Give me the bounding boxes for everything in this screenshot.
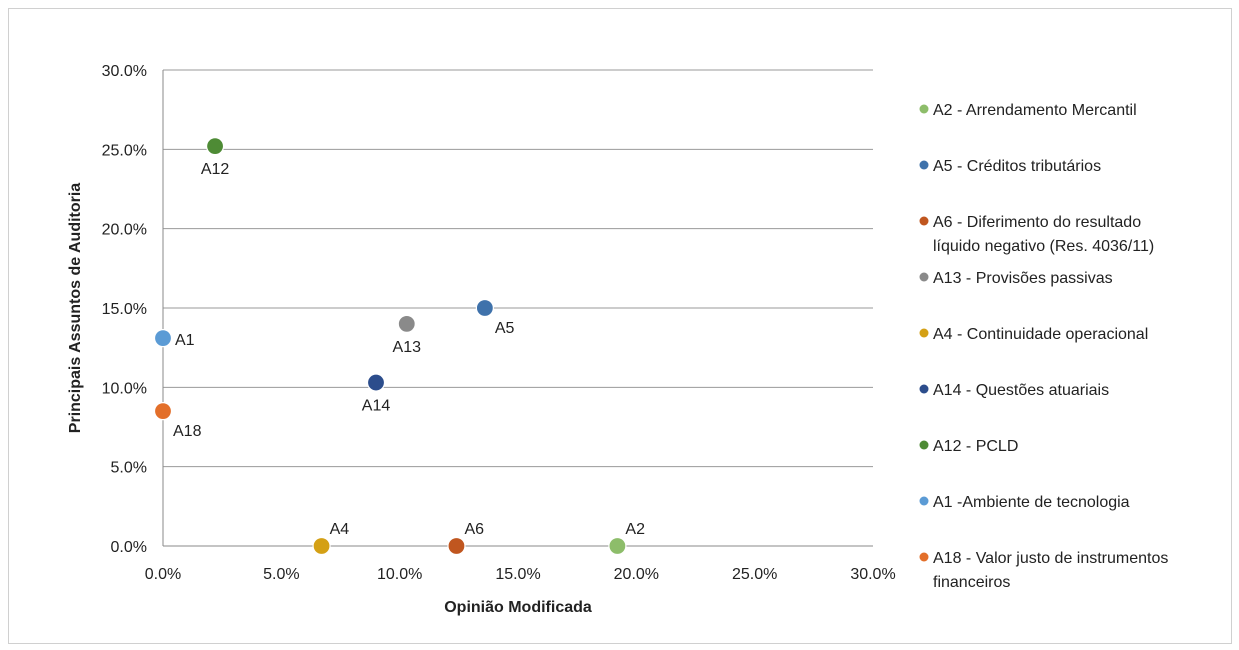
legend-item-a14: A14 - Questões atuariais bbox=[919, 382, 1109, 399]
y-tick-label: 30.0% bbox=[102, 63, 147, 80]
legend-marker bbox=[919, 440, 929, 450]
legend-item-a13: A13 - Provisões passivas bbox=[919, 270, 1113, 287]
y-tick-label: 10.0% bbox=[102, 380, 147, 397]
x-tick-label: 25.0% bbox=[732, 566, 777, 583]
data-label-a4: A4 bbox=[330, 521, 350, 538]
legend: A2 - Arrendamento Mercantil A5 - Créditos… bbox=[919, 102, 1168, 591]
legend-marker bbox=[919, 272, 929, 282]
legend-item-a6: A6 - Diferimento do resultado líquido neg… bbox=[919, 214, 1154, 255]
x-tick-label: 15.0% bbox=[495, 566, 540, 583]
y-tick-label: 0.0% bbox=[111, 539, 147, 556]
data-label-a14: A14 bbox=[362, 398, 391, 415]
legend-marker bbox=[919, 160, 929, 170]
data-label-a12: A12 bbox=[201, 161, 230, 178]
legend-marker bbox=[919, 216, 929, 226]
data-label-a2: A2 bbox=[625, 521, 645, 538]
legend-label: A6 - Diferimento do resultado bbox=[933, 214, 1141, 231]
legend-marker bbox=[919, 384, 929, 394]
x-tick-label: 30.0% bbox=[850, 566, 895, 583]
legend-label: A1 -Ambiente de tecnologia bbox=[933, 494, 1130, 511]
data-label-a5: A5 bbox=[495, 320, 515, 337]
data-point-a6 bbox=[447, 536, 466, 556]
legend-item-a2: A2 - Arrendamento Mercantil bbox=[919, 102, 1137, 119]
data-point-a2 bbox=[608, 536, 627, 556]
legend-item-a5: A5 - Créditos tributários bbox=[919, 158, 1101, 175]
data-point-a13 bbox=[397, 314, 416, 333]
legend-label: líquido negativo (Res. 4036/11) bbox=[933, 238, 1154, 255]
legend-item-a12: A12 - PCLD bbox=[919, 438, 1018, 455]
axes bbox=[162, 70, 873, 547]
data-point-a12 bbox=[205, 137, 225, 156]
legend-label: A18 - Valor justo de instrumentos bbox=[933, 550, 1168, 567]
x-tick-label: 0.0% bbox=[145, 566, 181, 583]
data-point-a1 bbox=[153, 329, 173, 348]
data-point-a18 bbox=[153, 402, 173, 421]
data-points: A2 A5 A6 A13 A4 A14 A12 A1 A18 bbox=[153, 137, 645, 556]
legend-item-a1: A1 -Ambiente de tecnologia bbox=[919, 494, 1130, 511]
data-point-a14 bbox=[366, 373, 386, 392]
y-tick-label: 25.0% bbox=[102, 142, 147, 159]
legend-label: financeiros bbox=[933, 574, 1010, 591]
legend-label: A13 - Provisões passivas bbox=[933, 270, 1113, 287]
x-tick-label: 20.0% bbox=[614, 566, 659, 583]
y-tick-label: 5.0% bbox=[111, 460, 147, 477]
x-tick-label: 10.0% bbox=[377, 566, 422, 583]
x-axis-title: Opinião Modificada bbox=[444, 599, 592, 616]
legend-item-a18: A18 - Valor justo de instrumentos finance… bbox=[919, 550, 1168, 591]
legend-label: A5 - Créditos tributários bbox=[933, 158, 1101, 175]
y-tick-label: 20.0% bbox=[102, 222, 147, 239]
data-point-a4 bbox=[312, 536, 331, 556]
legend-marker bbox=[919, 552, 929, 562]
legend-label: A12 - PCLD bbox=[933, 438, 1018, 455]
y-tick-label: 15.0% bbox=[102, 301, 147, 318]
y-axis-title: Principais Assuntos de Auditoria bbox=[67, 183, 84, 434]
data-label-a6: A6 bbox=[464, 521, 484, 538]
x-tick-label: 5.0% bbox=[263, 566, 299, 583]
data-label-a1: A1 bbox=[175, 332, 195, 349]
legend-marker bbox=[919, 496, 929, 506]
legend-marker bbox=[919, 328, 929, 338]
data-point-a5 bbox=[475, 298, 494, 318]
legend-marker bbox=[919, 104, 929, 114]
legend-label: A14 - Questões atuariais bbox=[933, 382, 1109, 399]
legend-label: A4 - Continuidade operacional bbox=[933, 326, 1148, 343]
data-label-a13: A13 bbox=[393, 339, 422, 356]
data-label-a18: A18 bbox=[173, 423, 202, 440]
gridlines bbox=[163, 69, 873, 468]
legend-item-a4: A4 - Continuidade operacional bbox=[919, 326, 1148, 343]
legend-label: A2 - Arrendamento Mercantil bbox=[933, 102, 1137, 119]
tick-labels: 0.0% 5.0% 10.0% 15.0% 20.0% 25.0% 30.0% 0.0% 5.0… bbox=[102, 63, 896, 583]
